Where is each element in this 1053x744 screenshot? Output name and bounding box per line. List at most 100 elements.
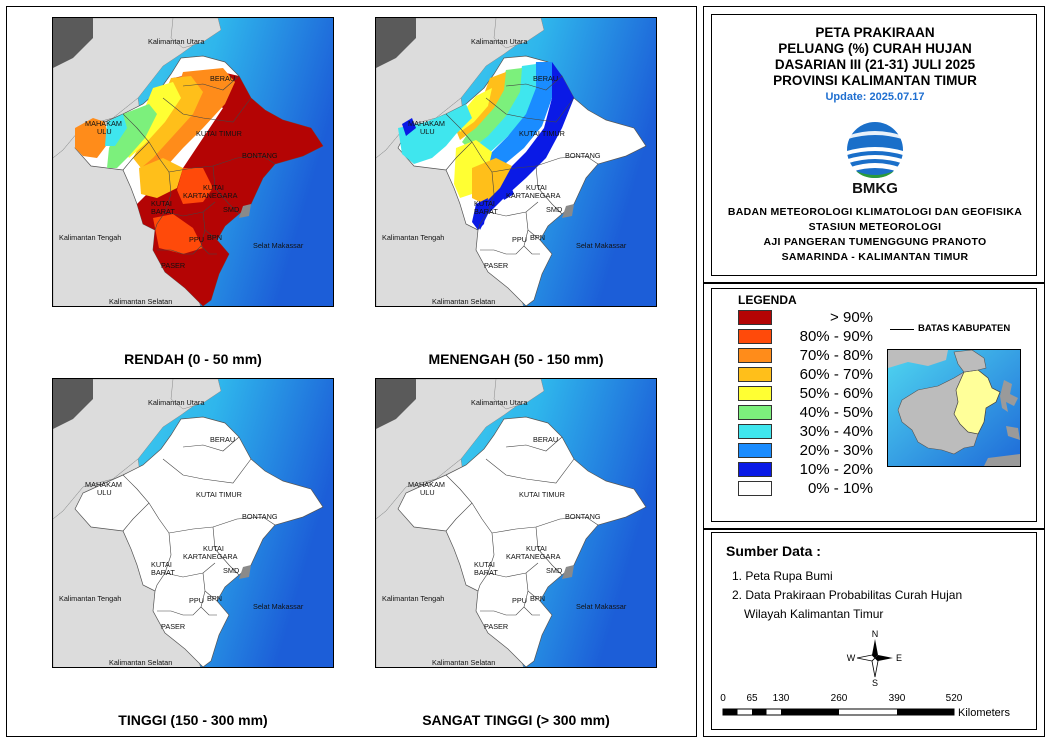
- probability-zone: [153, 214, 203, 254]
- legend-swatch: [738, 310, 772, 325]
- label-selat-makassar: Selat Makassar: [253, 602, 304, 611]
- map-panel-sangat-tinggi: Kalimantan Utara BERAU MAHAKAM ULU KUTAI…: [375, 378, 657, 668]
- label-kutai-timur: KUTAI TIMUR: [519, 490, 565, 499]
- label-kukar: KUTAI: [203, 544, 224, 553]
- caption-rendah: RENDAH (0 - 50 mm): [124, 351, 262, 367]
- bmkg-logo: BMKG: [842, 121, 908, 197]
- caption-sangat-tinggi: SANGAT TINGGI (> 300 mm): [422, 712, 610, 728]
- legend-label: 20% - 30%: [799, 442, 873, 459]
- source-item-1: 1. Peta Rupa Bumi: [732, 569, 833, 583]
- label-kukar: KUTAI: [203, 183, 224, 192]
- legend-label: 70% - 80%: [799, 347, 873, 364]
- compass-n: N: [872, 629, 879, 639]
- probability-zone: [472, 158, 512, 204]
- label-kutai-timur: KUTAI TIMUR: [196, 129, 242, 138]
- label-mahakam-ulu-2: ULU: [97, 488, 112, 497]
- label-bontang: BONTANG: [242, 512, 278, 521]
- label-paser: PASER: [161, 261, 185, 270]
- label-smd: SMD: [546, 205, 562, 214]
- probability-zone: [105, 114, 127, 146]
- legend-swatch: [738, 443, 772, 458]
- label-mahakam-ulu: MAHAKAM: [408, 480, 445, 489]
- label-kalteng: Kalimantan Tengah: [382, 594, 444, 603]
- legend-swatch: [738, 405, 772, 420]
- probability-zone: [107, 104, 157, 168]
- label-kukar-2: KARTANEGARA: [183, 191, 238, 200]
- label-bontang: BONTANG: [565, 512, 601, 521]
- legend-swatch: [738, 348, 772, 363]
- legend-label: 50% - 60%: [799, 385, 873, 402]
- legend-item: 0% - 10%: [738, 480, 873, 497]
- probability-zone: [476, 62, 574, 230]
- legend-swatch: [738, 462, 772, 477]
- probability-zone: [500, 184, 514, 200]
- label-smd: SMD: [223, 205, 239, 214]
- label-kubar: KUTAI: [151, 560, 172, 569]
- legend-item: 80% - 90%: [738, 328, 873, 345]
- legend-swatch: [738, 367, 772, 382]
- label-kubar: KUTAI: [474, 199, 495, 208]
- label-mahakam-ulu: MAHAKAM: [85, 480, 122, 489]
- legend-item: 40% - 50%: [738, 404, 873, 421]
- label-kalsel: Kalimantan Selatan: [109, 297, 172, 306]
- compass-s: S: [872, 678, 878, 687]
- label-selat-makassar: Selat Makassar: [253, 241, 304, 250]
- label-kukar: KUTAI: [526, 183, 547, 192]
- label-bpn: BPN: [207, 594, 222, 603]
- north-arrow-icon: N S W E: [846, 629, 904, 688]
- probability-zone: [177, 168, 213, 204]
- map-panel-menengah: Kalimantan Utara BERAU MAHAKAM ULU KUTAI…: [375, 17, 657, 307]
- label-mahakam-ulu: MAHAKAM: [85, 119, 122, 128]
- agency-line3: AJI PANGERAN TUMENGGUNG PRANOTO: [763, 236, 987, 248]
- source-item-2-cont: Wilayah Kalimantan Timur: [744, 607, 884, 621]
- legend-label: 10% - 20%: [799, 461, 873, 478]
- scale-tick-0: 0: [720, 693, 726, 704]
- map-panel-tinggi: Kalimantan Utara BERAU MAHAKAM ULU KUTAI…: [52, 378, 334, 668]
- label-kalteng: Kalimantan Tengah: [59, 594, 121, 603]
- label-ppu: PPU: [512, 235, 527, 244]
- label-mahakam-ulu-2: ULU: [420, 127, 435, 136]
- label-paser: PASER: [484, 261, 508, 270]
- label-bpn: BPN: [207, 233, 222, 242]
- probability-zone: [398, 104, 472, 164]
- map-title-line3: DASARIAN III (21-31) JULI 2025: [774, 57, 976, 72]
- label-kubar: KUTAI: [474, 560, 495, 569]
- map-title-line2: PELUANG (%) CURAH HUJAN: [778, 41, 972, 56]
- label-kaltara: Kalimantan Utara: [148, 37, 205, 46]
- label-bontang: BONTANG: [242, 151, 278, 160]
- label-bpn: BPN: [530, 594, 545, 603]
- label-kukar-2: KARTANEGARA: [506, 552, 561, 561]
- probability-zone: [133, 76, 203, 168]
- probability-zone: [402, 118, 416, 136]
- legend-swatch: [738, 481, 772, 496]
- scale-unit: Kilometers: [958, 707, 1010, 719]
- legend-label: 0% - 10%: [807, 480, 873, 497]
- label-kaltara: Kalimantan Utara: [471, 37, 528, 46]
- legend-item: 70% - 80%: [738, 347, 873, 364]
- map-panel-rendah: Kalimantan Utara BERAU MAHAKAM ULU KUTAI…: [52, 17, 334, 307]
- label-kalteng: Kalimantan Tengah: [382, 233, 444, 242]
- scale-tick-520: 520: [946, 693, 963, 704]
- scale-bar: 0 65 130 260 390 520 Kilometers: [716, 691, 1034, 727]
- legend-swatch: [738, 386, 772, 401]
- legend-item: 50% - 60%: [738, 385, 873, 402]
- province-map: Kalimantan Utara BERAU MAHAKAM ULU KUTAI…: [53, 379, 333, 667]
- legend-label: > 90%: [830, 309, 873, 326]
- boundary-legend: BATAS KABUPATEN: [890, 323, 1030, 337]
- scale-tick-65: 65: [746, 693, 758, 704]
- scale-tick-390: 390: [889, 693, 906, 704]
- label-selat-makassar: Selat Makassar: [576, 241, 627, 250]
- probability-zone: [139, 158, 183, 198]
- caption-menengah: MENENGAH (50 - 150 mm): [428, 351, 604, 367]
- legend-item: > 90%: [738, 309, 873, 326]
- label-kubar-2: BARAT: [474, 568, 498, 577]
- probability-zone: [141, 68, 235, 178]
- agency-line2: STASIUN METEOROLOGI: [808, 221, 942, 233]
- label-kubar-2: BARAT: [474, 207, 498, 216]
- legend-item: 60% - 70%: [738, 366, 873, 383]
- legend-item: 20% - 30%: [738, 442, 873, 459]
- label-kutai-timur: KUTAI TIMUR: [196, 490, 242, 499]
- legend-block: LEGENDA > 90% 80% - 90% 70% - 80% 60% - 70%…: [711, 288, 1037, 522]
- label-smd: SMD: [223, 566, 239, 575]
- boundary-line-symbol: [890, 329, 914, 330]
